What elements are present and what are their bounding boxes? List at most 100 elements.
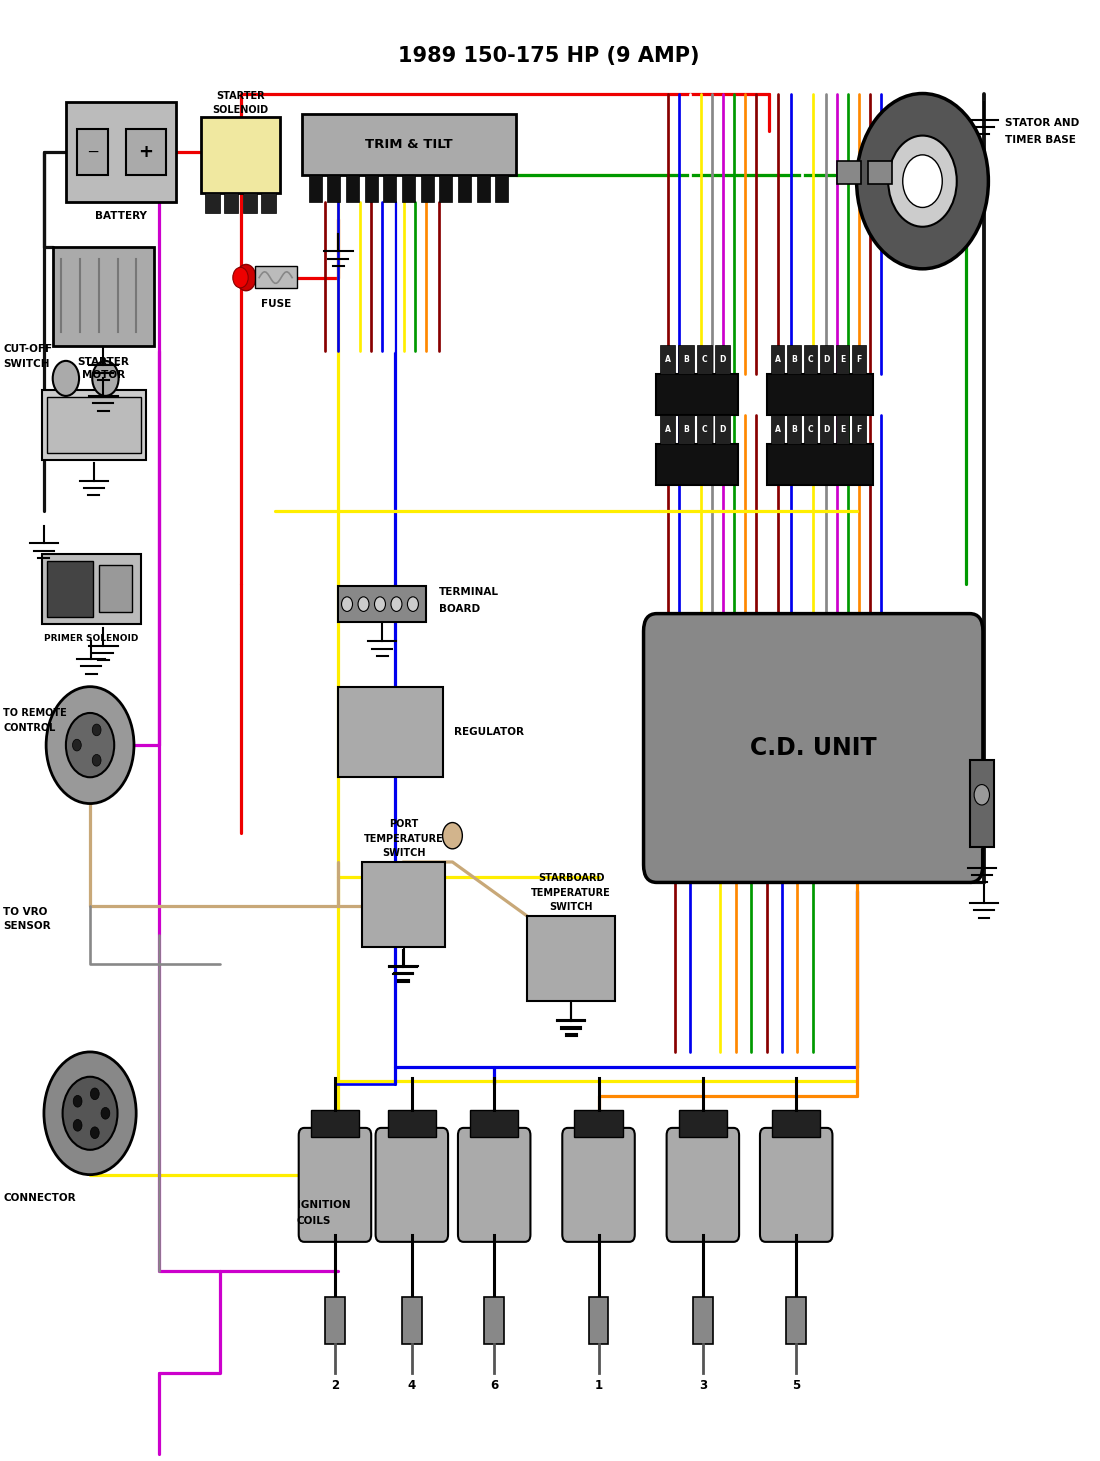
Text: C: C xyxy=(702,355,707,364)
Text: C: C xyxy=(702,425,707,434)
Text: PORT: PORT xyxy=(389,820,418,828)
Circle shape xyxy=(857,94,989,269)
Text: B: B xyxy=(791,425,796,434)
FancyBboxPatch shape xyxy=(439,175,452,202)
FancyBboxPatch shape xyxy=(326,1297,344,1344)
FancyBboxPatch shape xyxy=(255,266,297,288)
Circle shape xyxy=(46,687,134,804)
FancyBboxPatch shape xyxy=(562,1128,635,1242)
Circle shape xyxy=(92,754,101,766)
FancyBboxPatch shape xyxy=(126,129,166,175)
Text: C: C xyxy=(807,355,813,364)
Circle shape xyxy=(74,1119,82,1131)
FancyBboxPatch shape xyxy=(383,175,396,202)
FancyBboxPatch shape xyxy=(309,175,322,202)
FancyBboxPatch shape xyxy=(696,415,712,444)
FancyBboxPatch shape xyxy=(656,444,738,485)
Text: 2: 2 xyxy=(331,1379,339,1391)
Circle shape xyxy=(90,1088,99,1100)
FancyBboxPatch shape xyxy=(820,415,833,444)
FancyBboxPatch shape xyxy=(484,1297,504,1344)
Text: E: E xyxy=(840,355,846,364)
FancyBboxPatch shape xyxy=(660,345,675,374)
Circle shape xyxy=(903,155,943,207)
FancyBboxPatch shape xyxy=(788,415,801,444)
Text: F: F xyxy=(857,355,861,364)
Text: SWITCH: SWITCH xyxy=(3,359,49,368)
Text: TERMINAL: TERMINAL xyxy=(439,587,499,598)
Text: BOARD: BOARD xyxy=(439,603,481,614)
Circle shape xyxy=(63,1077,118,1150)
FancyBboxPatch shape xyxy=(311,1110,359,1137)
FancyBboxPatch shape xyxy=(970,760,994,847)
Circle shape xyxy=(92,725,101,736)
FancyBboxPatch shape xyxy=(243,193,257,213)
Text: F: F xyxy=(857,425,861,434)
Circle shape xyxy=(442,823,462,849)
Text: E: E xyxy=(840,425,846,434)
Text: B: B xyxy=(791,355,796,364)
Circle shape xyxy=(73,739,81,751)
Text: SOLENOID: SOLENOID xyxy=(212,105,268,114)
FancyBboxPatch shape xyxy=(201,117,280,193)
Text: A: A xyxy=(774,425,781,434)
Text: FUSE: FUSE xyxy=(261,300,290,308)
Text: TO REMOTE: TO REMOTE xyxy=(3,709,67,717)
FancyBboxPatch shape xyxy=(771,415,784,444)
FancyBboxPatch shape xyxy=(803,345,817,374)
FancyBboxPatch shape xyxy=(820,345,833,374)
FancyBboxPatch shape xyxy=(364,175,377,202)
Text: +: + xyxy=(139,143,154,161)
Circle shape xyxy=(90,1126,99,1138)
Text: D: D xyxy=(823,425,829,434)
FancyBboxPatch shape xyxy=(852,345,866,374)
FancyBboxPatch shape xyxy=(836,415,849,444)
FancyBboxPatch shape xyxy=(574,1110,623,1137)
Text: 1989 150-175 HP (9 AMP): 1989 150-175 HP (9 AMP) xyxy=(398,45,700,66)
Text: D: D xyxy=(719,425,726,434)
Text: SWITCH: SWITCH xyxy=(382,849,426,858)
FancyBboxPatch shape xyxy=(803,415,817,444)
FancyBboxPatch shape xyxy=(262,193,276,213)
FancyBboxPatch shape xyxy=(836,345,849,374)
FancyBboxPatch shape xyxy=(338,687,442,777)
Text: B: B xyxy=(683,355,689,364)
Text: STATOR AND: STATOR AND xyxy=(1005,118,1079,127)
Circle shape xyxy=(74,1096,82,1107)
Text: SWITCH: SWITCH xyxy=(549,903,593,912)
Circle shape xyxy=(888,136,957,226)
Text: TEMPERATURE: TEMPERATURE xyxy=(364,834,443,843)
Text: D: D xyxy=(719,355,726,364)
Circle shape xyxy=(92,361,119,396)
Circle shape xyxy=(233,267,249,288)
FancyBboxPatch shape xyxy=(47,397,141,453)
Text: CONNECTOR: CONNECTOR xyxy=(3,1194,76,1202)
FancyBboxPatch shape xyxy=(693,1297,713,1344)
FancyBboxPatch shape xyxy=(495,175,508,202)
FancyBboxPatch shape xyxy=(458,1128,530,1242)
FancyBboxPatch shape xyxy=(302,114,516,175)
Circle shape xyxy=(975,785,990,805)
Text: STARTER: STARTER xyxy=(217,92,265,101)
Text: 6: 6 xyxy=(491,1379,498,1391)
FancyBboxPatch shape xyxy=(656,374,738,415)
Text: COILS: COILS xyxy=(297,1217,331,1226)
FancyBboxPatch shape xyxy=(458,175,471,202)
Text: STARBOARD: STARBOARD xyxy=(538,874,604,882)
FancyBboxPatch shape xyxy=(42,554,141,624)
Text: CONTROL: CONTROL xyxy=(3,723,56,732)
Text: A: A xyxy=(774,355,781,364)
FancyBboxPatch shape xyxy=(470,1110,518,1137)
Text: TEMPERATURE: TEMPERATURE xyxy=(531,888,610,897)
Text: PRIMER SOLENOID: PRIMER SOLENOID xyxy=(44,634,139,643)
FancyBboxPatch shape xyxy=(328,175,340,202)
FancyBboxPatch shape xyxy=(338,586,426,622)
Text: ─: ─ xyxy=(88,145,97,159)
Text: 1: 1 xyxy=(594,1379,603,1391)
FancyBboxPatch shape xyxy=(868,161,892,184)
FancyBboxPatch shape xyxy=(644,614,983,882)
FancyBboxPatch shape xyxy=(715,415,730,444)
Text: 3: 3 xyxy=(698,1379,707,1391)
Text: TO VRO: TO VRO xyxy=(3,907,47,916)
Text: C.D. UNIT: C.D. UNIT xyxy=(750,736,877,760)
